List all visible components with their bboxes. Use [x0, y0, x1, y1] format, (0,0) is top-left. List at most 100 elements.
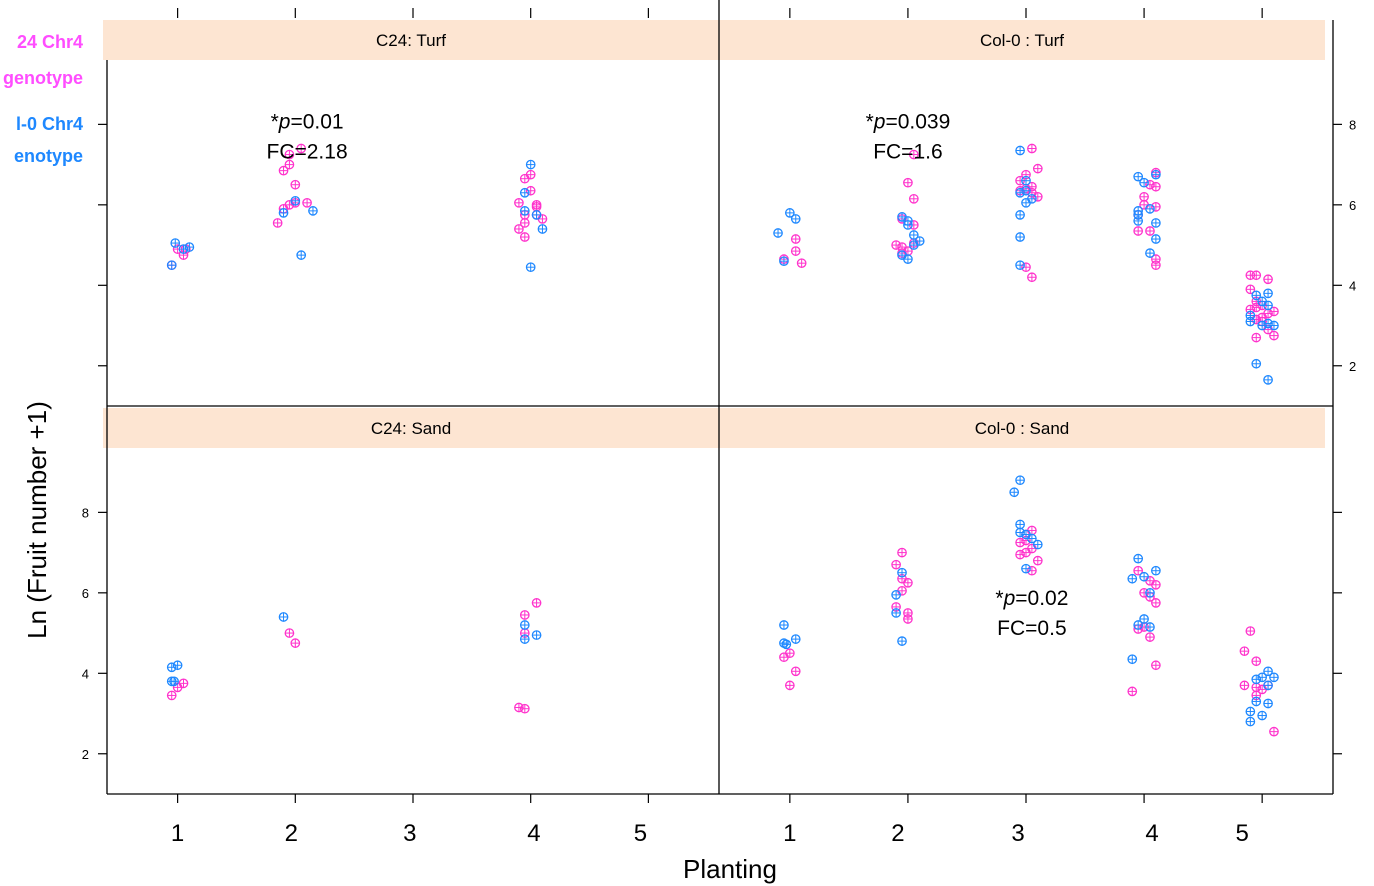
- data-point: [1127, 573, 1138, 584]
- data-point: [1021, 563, 1031, 574]
- data-point: [296, 250, 307, 260]
- x-tick-label: 3: [403, 820, 416, 847]
- x-tick-label: 2: [285, 820, 298, 847]
- data-point: [1151, 201, 1161, 212]
- panel-strip: [103, 20, 719, 60]
- data-point: [1151, 181, 1161, 192]
- data-point: [296, 143, 307, 154]
- x-tick-label: 4: [527, 820, 540, 847]
- data-point: [1245, 706, 1256, 717]
- y-tick-label: 8: [1349, 117, 1356, 132]
- y-tick-label: 2: [82, 747, 89, 762]
- data-point: [166, 690, 177, 701]
- data-point: [1263, 288, 1273, 299]
- data-point: [178, 678, 189, 689]
- panel-title: C24: Sand: [371, 419, 451, 438]
- data-point: [1263, 666, 1273, 677]
- data-point: [166, 260, 177, 271]
- data-point: [1139, 571, 1149, 582]
- data-point: [1032, 191, 1043, 202]
- data-point: [290, 195, 301, 206]
- data-point: [790, 214, 801, 224]
- data-point: [1151, 579, 1161, 590]
- data-point: [1151, 598, 1161, 608]
- data-point: [908, 149, 919, 160]
- data-point: [1027, 143, 1037, 154]
- data-point: [1269, 726, 1279, 737]
- panel-strip: [719, 20, 1325, 60]
- significance-annotation: FC=0.5: [997, 617, 1066, 640]
- panel-title: Col-0 : Sand: [975, 419, 1070, 438]
- data-point: [781, 639, 792, 650]
- data-point: [525, 185, 536, 196]
- data-point: [903, 577, 913, 588]
- data-point: [1145, 622, 1155, 632]
- data-point: [1269, 306, 1279, 317]
- data-point: [1263, 374, 1273, 385]
- data-point: [1015, 210, 1025, 220]
- data-point: [1032, 539, 1043, 550]
- data-point: [1015, 187, 1025, 198]
- significance-annotation: FC=2.18: [267, 140, 348, 163]
- data-point: [790, 634, 801, 644]
- data-point: [1269, 320, 1279, 331]
- data-point: [784, 648, 795, 659]
- data-point: [290, 638, 301, 648]
- data-point: [1139, 614, 1149, 624]
- data-point: [1145, 204, 1155, 214]
- data-point: [519, 232, 530, 242]
- y-tick-label: 4: [82, 666, 89, 681]
- y-tick-label: 2: [1349, 359, 1356, 374]
- data-point: [1145, 226, 1155, 236]
- significance-annotation: *p=0.02: [995, 587, 1068, 610]
- data-point: [1263, 300, 1273, 311]
- data-point: [284, 149, 295, 160]
- data-point: [531, 201, 542, 212]
- data-point: [514, 197, 524, 208]
- data-point: [1027, 272, 1037, 283]
- data-point: [1245, 316, 1256, 327]
- data-point: [1257, 684, 1268, 695]
- data-point: [1269, 672, 1279, 683]
- data-point: [1251, 656, 1262, 667]
- data-point: [891, 608, 901, 618]
- x-tick-label: 3: [1011, 820, 1024, 847]
- data-point: [1251, 358, 1262, 369]
- data-point: [891, 240, 901, 250]
- data-point: [891, 559, 901, 570]
- data-point: [790, 666, 801, 677]
- data-point: [1021, 175, 1031, 186]
- data-point: [519, 173, 530, 184]
- data-point: [903, 177, 913, 188]
- data-point: [897, 567, 907, 578]
- data-point: [1133, 553, 1144, 564]
- data-point: [1251, 696, 1262, 707]
- data-point: [779, 620, 789, 630]
- data-point: [1032, 555, 1043, 566]
- data-point: [531, 210, 542, 220]
- data-point: [1151, 169, 1161, 180]
- data-point: [914, 236, 925, 246]
- data-point: [897, 547, 907, 558]
- data-point: [519, 703, 530, 714]
- data-point: [519, 620, 530, 630]
- x-tick-label: 4: [1145, 820, 1158, 847]
- legend-entry: enotype: [14, 146, 83, 166]
- data-point: [1151, 234, 1161, 244]
- x-tick-label: 1: [171, 820, 184, 847]
- data-point: [1145, 632, 1155, 642]
- y-tick-label: 6: [1349, 198, 1356, 213]
- data-point: [1015, 527, 1025, 538]
- data-point: [1145, 575, 1155, 586]
- data-point: [525, 169, 536, 180]
- data-point: [1021, 262, 1031, 273]
- data-point: [184, 242, 195, 252]
- data-point: [1151, 660, 1161, 671]
- data-point: [284, 199, 295, 210]
- data-point: [1151, 218, 1161, 228]
- data-point: [1151, 260, 1161, 271]
- data-point: [1151, 565, 1161, 576]
- data-point: [272, 218, 283, 228]
- data-point: [903, 254, 913, 265]
- data-point: [1027, 193, 1037, 204]
